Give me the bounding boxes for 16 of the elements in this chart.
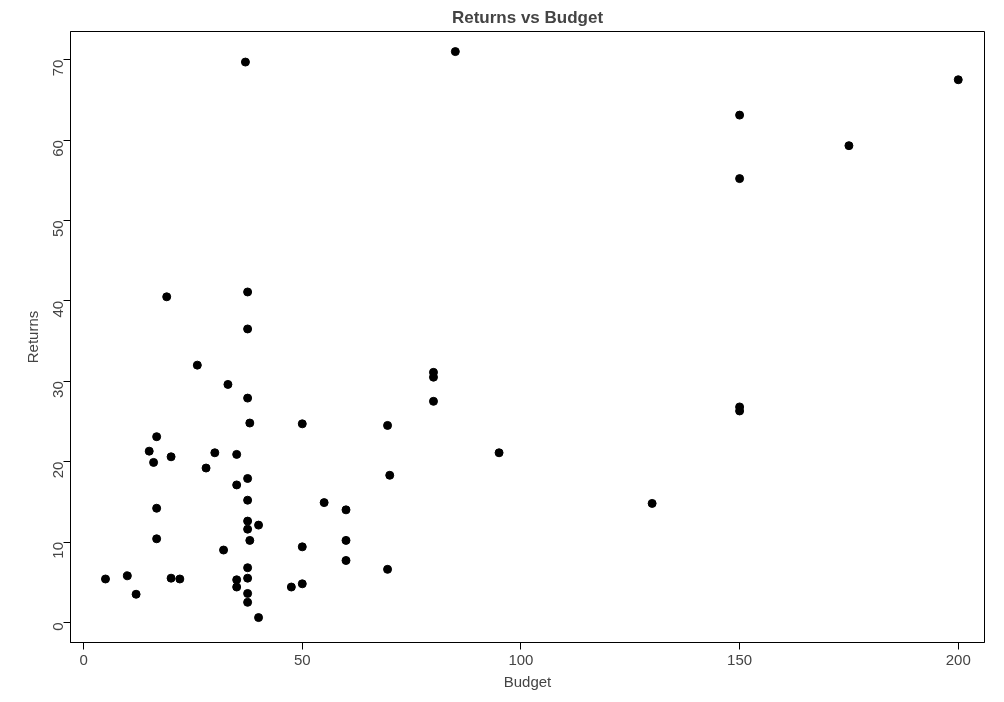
y-tick-label: 50: [49, 220, 67, 238]
y-tick-label: 70: [49, 59, 67, 77]
y-tick-label: 20: [49, 461, 67, 479]
x-tick-label: 100: [508, 650, 534, 668]
y-tick-label: 0: [49, 622, 67, 631]
x-axis-title: Budget: [503, 672, 553, 690]
y-tick-label: 30: [49, 381, 67, 398]
y-tick-label: 10: [49, 542, 67, 559]
x-tick-label: 50: [293, 650, 311, 668]
y-axis-title: Returns: [23, 310, 41, 364]
chart-title: Returns vs Budget: [451, 7, 604, 27]
y-tick-label: 40: [49, 300, 67, 318]
x-tick-label: 200: [945, 650, 971, 668]
y-tick-label: 60: [49, 140, 67, 157]
x-tick-label: 0: [79, 650, 88, 668]
x-tick-label: 150: [727, 650, 753, 668]
